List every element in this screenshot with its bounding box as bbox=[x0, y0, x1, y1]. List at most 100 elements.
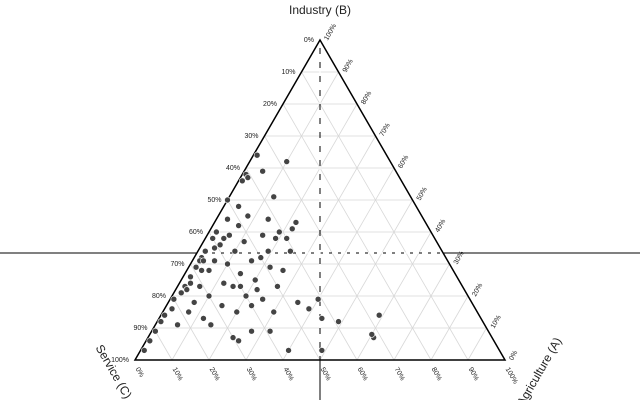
point bbox=[185, 308, 192, 316]
grid-line bbox=[393, 263, 450, 361]
point bbox=[224, 196, 231, 204]
point bbox=[174, 321, 181, 329]
point bbox=[220, 235, 228, 242]
point bbox=[240, 238, 248, 245]
point bbox=[259, 231, 266, 239]
point bbox=[318, 315, 326, 322]
grid-line bbox=[227, 199, 321, 361]
point bbox=[242, 292, 250, 300]
c-tick-label: 60% bbox=[189, 229, 203, 236]
b-tick-label: 100% bbox=[323, 23, 338, 42]
a-axis-title: Agriculture (A) bbox=[514, 335, 564, 400]
a-tick-label: 0% bbox=[134, 366, 145, 378]
point bbox=[283, 235, 291, 242]
point bbox=[200, 257, 207, 265]
c-tick-label: 90% bbox=[133, 325, 147, 332]
point bbox=[244, 174, 252, 181]
grid-line bbox=[282, 103, 432, 361]
c-tick-label: 0% bbox=[304, 37, 314, 44]
grid-line bbox=[301, 71, 469, 361]
b-tick-label: 60% bbox=[397, 154, 410, 170]
a-tick-label: 80% bbox=[430, 366, 443, 382]
point bbox=[270, 193, 278, 201]
b-tick-label: 80% bbox=[360, 90, 373, 106]
a-tick-label: 50% bbox=[319, 366, 332, 382]
point bbox=[275, 228, 283, 236]
c-tick-label: 70% bbox=[170, 261, 184, 268]
grid-line bbox=[171, 71, 339, 361]
point bbox=[248, 257, 255, 265]
point bbox=[218, 302, 226, 309]
point bbox=[213, 228, 220, 236]
point bbox=[196, 283, 204, 290]
point bbox=[152, 327, 159, 335]
point bbox=[209, 235, 216, 242]
grid-line bbox=[264, 135, 395, 361]
point bbox=[283, 158, 291, 165]
point bbox=[168, 305, 176, 313]
c-tick-label: 30% bbox=[244, 133, 258, 140]
b-tick-label: 90% bbox=[342, 58, 355, 74]
point bbox=[200, 315, 207, 322]
plot: 0% 10% 20% 30% 40% 50% 60% 70% 80% 90% 100% 0% 10% 20… bbox=[0, 23, 640, 400]
a-tick-label: 70% bbox=[393, 366, 406, 382]
point bbox=[235, 337, 242, 345]
point bbox=[248, 302, 255, 309]
a-tick-label: 20% bbox=[208, 366, 221, 382]
point bbox=[140, 347, 148, 354]
point bbox=[375, 311, 383, 319]
point bbox=[314, 295, 322, 303]
b-axis-title: Industry (B) bbox=[289, 3, 351, 17]
point bbox=[274, 283, 281, 290]
point bbox=[264, 247, 272, 255]
point bbox=[229, 334, 237, 341]
point bbox=[292, 219, 300, 226]
point bbox=[205, 267, 213, 274]
point bbox=[285, 347, 292, 354]
point bbox=[226, 231, 233, 239]
b-tick-label: 40% bbox=[434, 218, 447, 234]
grid-line bbox=[245, 167, 358, 361]
point bbox=[183, 286, 191, 293]
point bbox=[253, 286, 261, 293]
point bbox=[259, 167, 266, 175]
point bbox=[211, 244, 218, 252]
point bbox=[235, 203, 242, 210]
c-tick-label: 20% bbox=[263, 101, 277, 108]
a-tick-label: 60% bbox=[356, 366, 369, 382]
b-tick-label: 70% bbox=[379, 122, 392, 138]
point bbox=[202, 247, 209, 255]
point bbox=[318, 347, 326, 354]
point bbox=[272, 235, 279, 242]
point bbox=[237, 270, 244, 277]
point bbox=[220, 279, 228, 287]
point bbox=[248, 327, 255, 335]
point bbox=[187, 279, 194, 287]
point bbox=[237, 283, 244, 290]
c-tick-label: 80% bbox=[152, 293, 166, 300]
point bbox=[305, 305, 313, 313]
a-tick-label: 10% bbox=[171, 366, 184, 382]
c-tick-label: 100% bbox=[111, 357, 129, 364]
grid-line bbox=[245, 135, 376, 361]
point bbox=[239, 177, 246, 185]
point bbox=[211, 257, 218, 265]
c-axis-title: Service (C) bbox=[93, 342, 135, 400]
a-tick-label: 90% bbox=[467, 366, 480, 382]
c-tick-label: 40% bbox=[226, 165, 240, 172]
point bbox=[253, 151, 261, 159]
point bbox=[266, 263, 274, 271]
point bbox=[161, 311, 168, 319]
point bbox=[287, 247, 294, 255]
grid-line bbox=[190, 263, 247, 361]
grid-line bbox=[467, 327, 487, 361]
point bbox=[279, 267, 287, 274]
point bbox=[224, 215, 231, 223]
c-tick-label: 10% bbox=[281, 69, 295, 76]
point bbox=[251, 276, 259, 284]
a-tick-label: 30% bbox=[245, 366, 258, 382]
point bbox=[146, 337, 154, 345]
grid-line bbox=[319, 199, 413, 361]
point bbox=[259, 295, 266, 303]
